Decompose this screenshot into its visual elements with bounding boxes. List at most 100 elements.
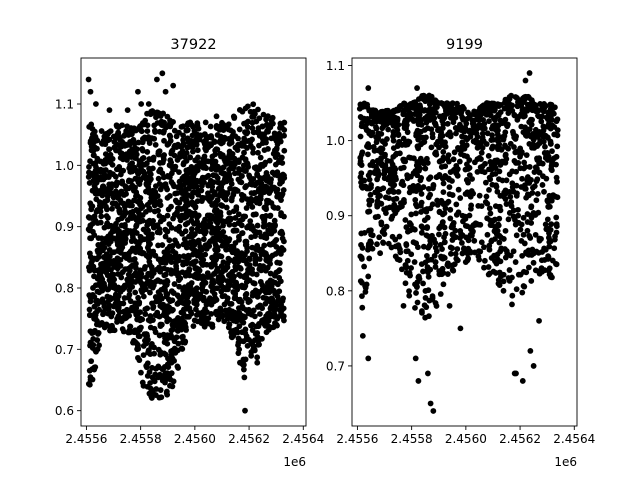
data-point	[186, 185, 193, 192]
data-point	[228, 315, 235, 322]
data-point	[220, 312, 227, 319]
data-point	[208, 283, 215, 290]
data-point	[133, 151, 140, 158]
data-point	[433, 303, 440, 309]
data-point	[377, 250, 384, 257]
data-point	[171, 281, 178, 287]
data-point	[180, 182, 187, 188]
outlier-point	[154, 76, 160, 83]
data-point	[506, 210, 513, 216]
data-point	[548, 221, 555, 228]
data-point	[528, 220, 535, 226]
data-point	[504, 105, 511, 112]
data-point	[122, 237, 128, 244]
data-point	[122, 221, 128, 228]
data-point	[503, 156, 510, 162]
data-point	[378, 160, 385, 167]
x-tick-label: 2.4560	[445, 432, 487, 446]
data-point	[174, 363, 181, 370]
data-point	[400, 135, 407, 142]
outlier-point	[530, 363, 537, 369]
data-point	[254, 244, 261, 251]
data-point	[144, 149, 151, 155]
data-point	[412, 197, 419, 203]
data-point	[385, 115, 392, 122]
data-point	[253, 271, 260, 278]
data-point	[122, 251, 128, 258]
data-point	[104, 206, 110, 213]
data-point	[86, 306, 93, 313]
data-point	[156, 128, 163, 135]
data-point	[422, 98, 429, 105]
data-point	[214, 253, 221, 260]
data-point	[411, 259, 418, 265]
data-point	[505, 98, 511, 105]
data-point	[526, 164, 533, 170]
data-point	[135, 177, 142, 183]
data-point	[510, 188, 517, 195]
data-point	[178, 345, 185, 352]
data-point	[256, 200, 263, 207]
data-point	[378, 155, 384, 161]
data-point	[188, 139, 195, 145]
data-point	[275, 268, 282, 275]
data-point	[403, 241, 410, 247]
data-point	[142, 306, 149, 313]
outlier-point	[85, 76, 92, 83]
data-point	[486, 187, 492, 193]
data-point	[509, 301, 515, 308]
data-point	[380, 240, 387, 246]
data-point	[128, 131, 135, 138]
data-point	[147, 385, 154, 392]
data-point	[410, 182, 417, 189]
data-point	[90, 263, 97, 270]
data-point	[130, 272, 137, 279]
data-point	[479, 130, 486, 137]
data-point	[540, 123, 547, 130]
data-point	[209, 288, 216, 295]
data-point	[533, 106, 539, 113]
data-point	[145, 336, 151, 343]
data-point	[189, 233, 195, 240]
data-point	[163, 124, 169, 131]
data-point	[250, 149, 256, 156]
data-point	[226, 236, 233, 242]
data-point	[93, 348, 99, 355]
data-point	[253, 289, 260, 296]
data-points	[85, 70, 288, 414]
data-point	[444, 271, 451, 277]
data-point	[408, 265, 414, 271]
data-point	[170, 166, 176, 173]
data-point	[420, 268, 426, 275]
data-point	[444, 200, 450, 206]
data-point	[365, 151, 371, 158]
data-point	[170, 215, 176, 222]
data-point	[515, 212, 522, 219]
data-point	[449, 178, 455, 184]
data-point	[458, 240, 465, 246]
data-point	[538, 107, 545, 113]
data-point	[272, 238, 278, 245]
data-point	[126, 148, 133, 155]
data-point	[418, 209, 425, 215]
data-point	[253, 129, 260, 136]
data-point	[513, 182, 520, 189]
data-point	[174, 199, 181, 206]
data-point	[437, 291, 444, 297]
data-point	[188, 309, 194, 315]
data-point	[424, 253, 430, 259]
data-point	[546, 117, 553, 123]
data-point	[384, 205, 390, 212]
data-point	[528, 252, 535, 258]
data-point	[242, 292, 249, 298]
x-tick-label: 2.4556	[65, 432, 107, 446]
data-point	[143, 274, 150, 281]
data-point	[116, 164, 123, 170]
data-point	[418, 121, 425, 128]
data-point	[502, 254, 509, 261]
data-point	[244, 248, 250, 255]
y-tick-label: 0.8	[326, 284, 345, 298]
data-point	[160, 365, 167, 372]
data-point	[394, 143, 401, 150]
data-point	[246, 255, 253, 262]
